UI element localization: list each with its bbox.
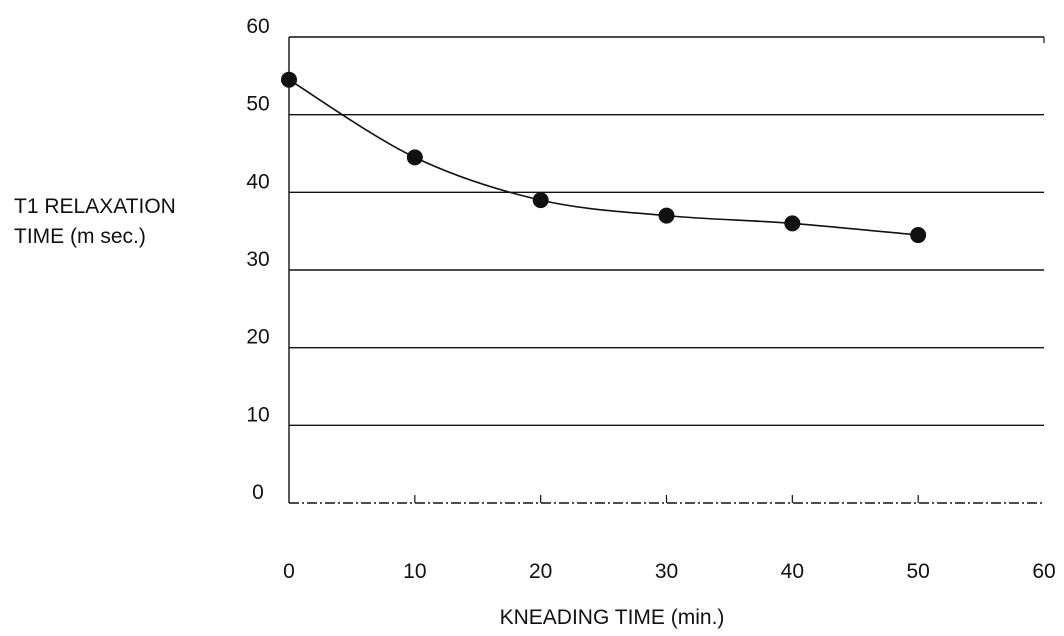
x-tick-label-20: 20 <box>529 560 552 583</box>
x-tick-label-0: 0 <box>283 560 295 583</box>
x-tick-label-10: 10 <box>403 560 426 583</box>
series-0-line <box>289 80 918 235</box>
grid-lines <box>289 37 1044 425</box>
y-tick-label-0: 0 <box>252 481 264 504</box>
y-tick-label-40: 40 <box>246 170 269 193</box>
y-axis-label-line-2: TIME (m sec.) <box>14 222 176 252</box>
y-tick-labels: 0 10 20 30 40 50 60 <box>246 15 269 504</box>
x-tick-label-60: 60 <box>1032 560 1055 583</box>
x-axis-label: KNEADING TIME (min.) <box>0 606 1064 630</box>
x-tick-label-30: 30 <box>655 560 678 583</box>
y-axis-label: T1 RELAXATION TIME (m sec.) <box>14 192 176 252</box>
x-tick-labels: 0 10 20 30 40 50 60 <box>283 560 1056 583</box>
data-points <box>281 72 926 243</box>
x-tick-label-40: 40 <box>781 560 804 583</box>
series-line-group <box>289 80 918 235</box>
y-tick-label-20: 20 <box>246 326 269 349</box>
y-tick-label-10: 10 <box>246 403 269 426</box>
data-point-x20 <box>533 192 549 208</box>
data-point-x0 <box>281 72 297 88</box>
data-point-x10 <box>407 149 423 165</box>
data-point-x40 <box>784 215 800 231</box>
data-point-x50 <box>910 227 926 243</box>
y-tick-label-60: 60 <box>246 15 269 38</box>
data-point-x30 <box>659 208 675 224</box>
y-tick-label-30: 30 <box>246 248 269 271</box>
x-tick-label-50: 50 <box>906 560 929 583</box>
y-axis-label-line-1: T1 RELAXATION <box>14 192 176 222</box>
y-tick-label-50: 50 <box>246 93 269 116</box>
